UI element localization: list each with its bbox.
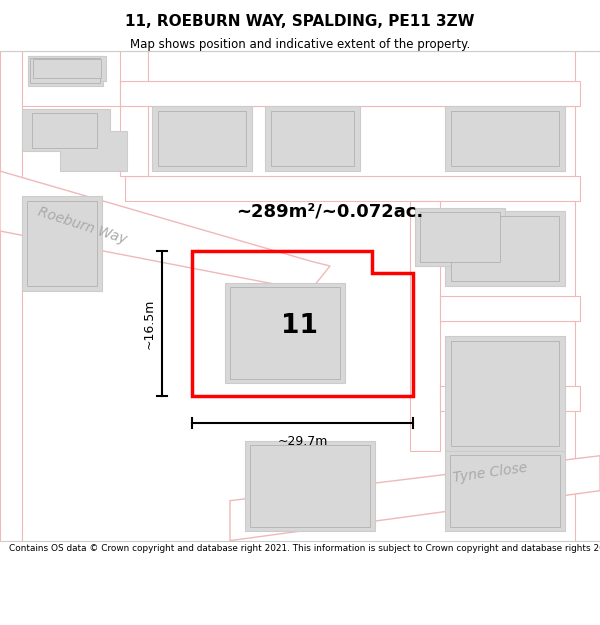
Bar (30, 58, 100, 83)
Bar (445, 211, 565, 286)
Bar (450, 455, 560, 527)
Bar (245, 441, 375, 531)
Bar (230, 287, 340, 379)
Polygon shape (440, 296, 580, 321)
Bar (28, 56, 106, 81)
Bar (451, 341, 559, 446)
Polygon shape (230, 456, 600, 541)
Bar (271, 111, 354, 166)
Bar (32, 113, 97, 148)
Text: 11, ROEBURN WAY, SPALDING, PE11 3ZW: 11, ROEBURN WAY, SPALDING, PE11 3ZW (125, 14, 475, 29)
Polygon shape (120, 81, 580, 106)
Text: ~29.7m: ~29.7m (277, 435, 328, 447)
Polygon shape (22, 109, 127, 171)
Bar (22, 196, 102, 291)
Bar (33, 59, 101, 78)
Bar (28, 56, 103, 86)
Bar (451, 216, 559, 281)
Polygon shape (125, 176, 580, 201)
Text: ~289m²/~0.072ac.: ~289m²/~0.072ac. (236, 202, 424, 220)
Polygon shape (440, 386, 580, 411)
Bar (225, 283, 345, 383)
Text: ~16.5m: ~16.5m (143, 298, 156, 349)
Bar (152, 106, 252, 171)
Bar (445, 451, 565, 531)
Bar (420, 212, 500, 262)
Bar (445, 106, 565, 171)
Polygon shape (410, 201, 440, 451)
Text: Map shows position and indicative extent of the property.: Map shows position and indicative extent… (130, 39, 470, 51)
Polygon shape (120, 51, 148, 176)
Bar (250, 445, 370, 527)
Polygon shape (575, 51, 600, 541)
Bar (445, 336, 565, 451)
Polygon shape (0, 51, 600, 106)
Polygon shape (0, 171, 330, 291)
Text: Contains OS data © Crown copyright and database right 2021. This information is : Contains OS data © Crown copyright and d… (9, 544, 600, 553)
Bar (415, 208, 505, 266)
Bar (158, 111, 246, 166)
Text: 11: 11 (281, 313, 319, 339)
Polygon shape (0, 51, 22, 541)
Text: Tyne Close: Tyne Close (452, 461, 528, 485)
Bar (451, 111, 559, 166)
Bar (265, 106, 360, 171)
Bar (27, 201, 97, 286)
Text: Roeburn Way: Roeburn Way (36, 205, 128, 247)
